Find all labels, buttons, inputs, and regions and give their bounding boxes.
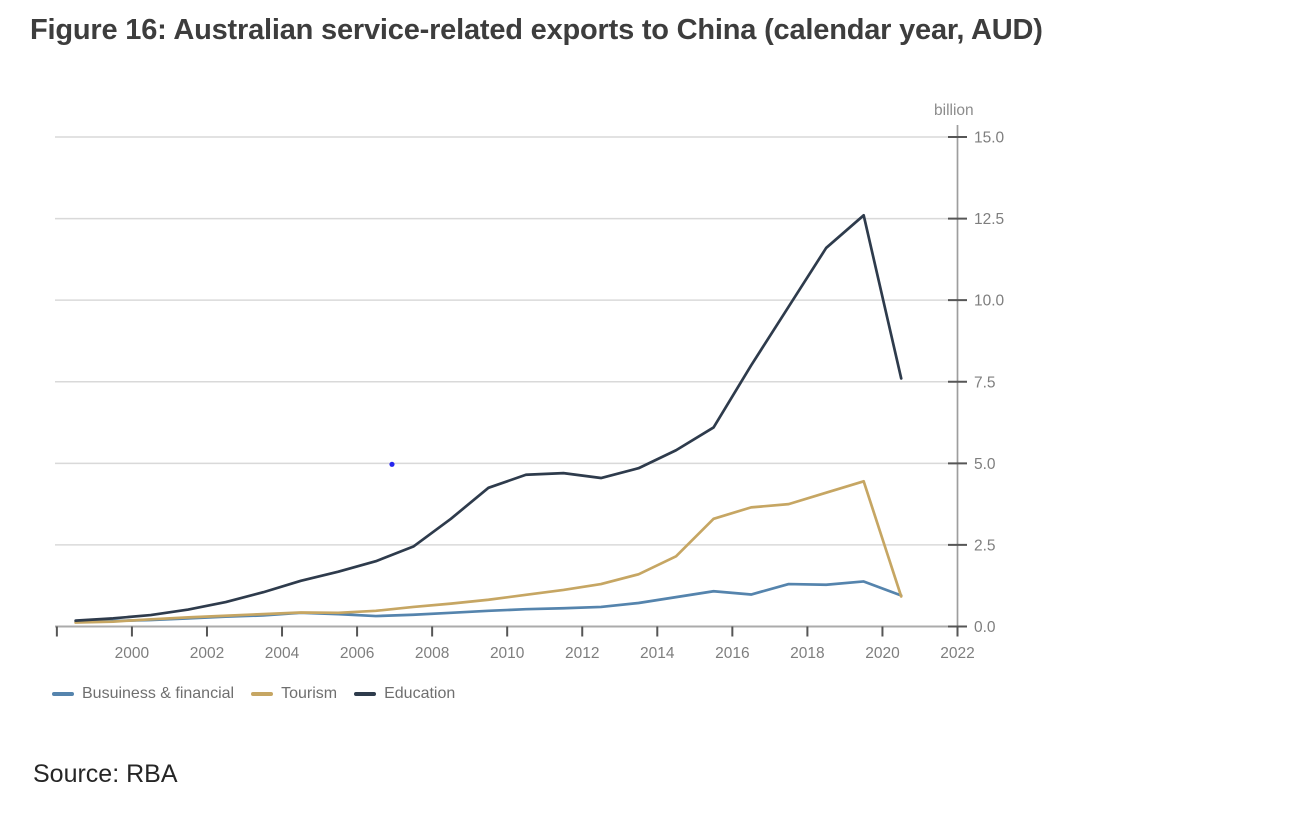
y-tick-label: 2.5 (974, 537, 996, 554)
x-tick-label: 2020 (865, 645, 900, 662)
y-tick-label: 7.5 (974, 374, 996, 391)
legend-item-education: Education (354, 685, 455, 703)
x-tick-label: 2014 (640, 645, 675, 662)
x-tick-label: 2016 (715, 645, 749, 662)
x-tick-label: 2012 (565, 645, 599, 662)
y-tick-label: 12.5 (974, 211, 1004, 228)
legend-label-business-financial: Busuiness & financial (82, 685, 235, 702)
x-tick-label: 2000 (115, 645, 150, 662)
y-tick-label: 0.0 (974, 619, 996, 636)
x-tick-label: 2022 (940, 645, 974, 662)
source-note: Source: RBA (33, 760, 178, 788)
y-tick-label: 15.0 (974, 130, 1005, 147)
legend-item-tourism: Tourism (251, 685, 337, 703)
x-tick-label: 2004 (265, 645, 300, 662)
chart-legend: Busuiness & financial Tourism Education (52, 685, 455, 703)
legend-swatch-education-icon (354, 692, 377, 696)
y-tick-label: 5.0 (974, 456, 996, 473)
legend-swatch-business-financial-icon (52, 692, 74, 696)
figure-title: Figure 16: Australian service-related ex… (30, 14, 1043, 46)
legend-label-tourism: Tourism (281, 685, 338, 702)
x-tick-label: 2010 (490, 645, 525, 662)
stray-dot-artifact (389, 461, 395, 467)
y-axis-unit-label: billion (934, 102, 974, 119)
series-line-tourism (74, 479, 903, 624)
legend-swatch-tourism-icon (251, 692, 274, 696)
legend-item-business-financial: Busuiness & financial (52, 685, 234, 703)
x-tick-label: 2018 (790, 645, 824, 662)
series-line-education (74, 213, 903, 622)
y-tick-label: 10.0 (974, 293, 1005, 310)
x-tick-label: 2008 (415, 645, 449, 662)
legend-label-education: Education (384, 685, 456, 702)
x-tick-label: 2006 (340, 645, 374, 662)
x-tick-label: 2002 (190, 645, 224, 662)
